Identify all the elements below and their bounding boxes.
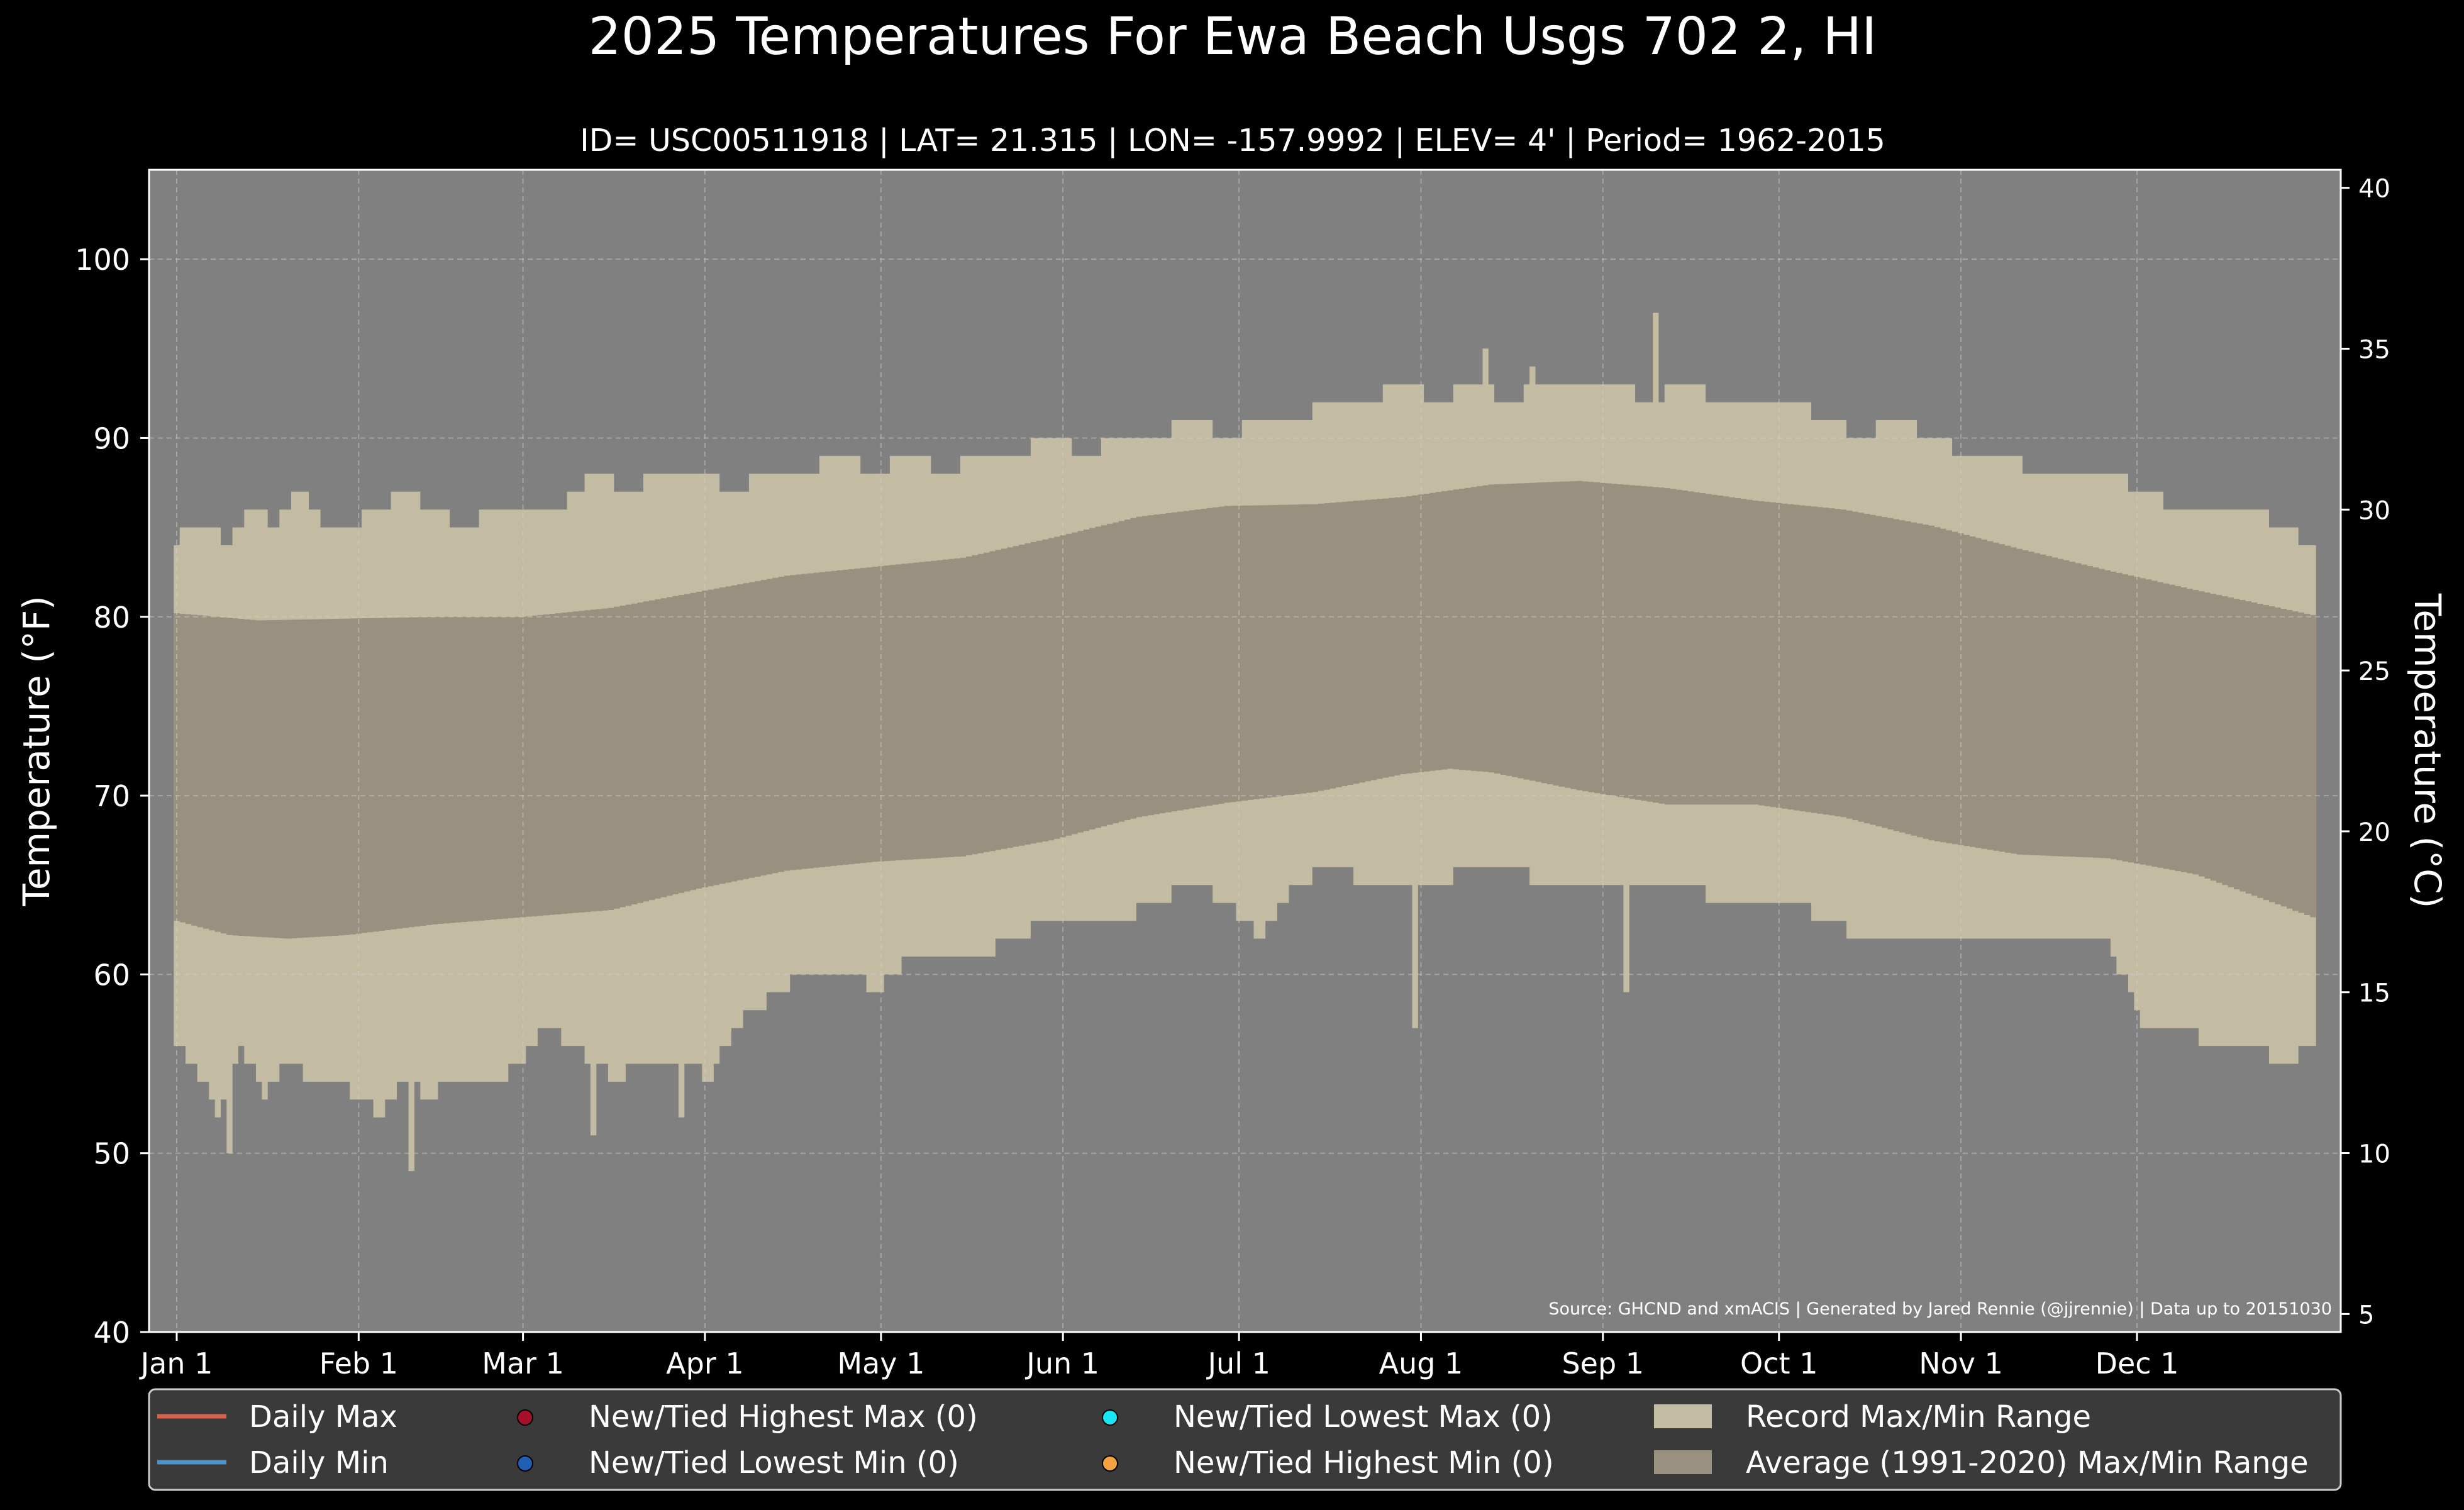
y-tick-label: 40 [93, 1316, 130, 1350]
average-range-area [174, 480, 2316, 939]
y-tick-label: 90 [93, 421, 130, 455]
y-axis-label-right: Temperature (°C) [2406, 593, 2449, 909]
legend-patch-swatch [1654, 1404, 1712, 1428]
legend-label: New/Tied Lowest Min (0) [589, 1445, 959, 1480]
legend-label: New/Tied Lowest Max (0) [1174, 1399, 1553, 1435]
x-tick-label: Nov 1 [1919, 1346, 2003, 1380]
y-tick-label: 100 [75, 243, 130, 277]
y-tick-label-right: 20 [2358, 818, 2390, 847]
chart-title: 2025 Temperatures For Ewa Beach Usgs 702… [589, 7, 1877, 67]
average-range-band [174, 480, 2316, 939]
y-axis-label: Temperature (°F) [15, 596, 58, 906]
x-tick-label: May 1 [837, 1346, 924, 1380]
x-tick-label: Feb 1 [319, 1346, 398, 1380]
legend-dot-swatch [1102, 1455, 1118, 1472]
legend-dot-swatch [1102, 1409, 1118, 1426]
x-tick-label: Jun 1 [1024, 1346, 1099, 1380]
legend-dot-swatch [517, 1455, 533, 1472]
legend-dot-swatch [517, 1409, 533, 1426]
x-tick-label: Sep 1 [1562, 1346, 1644, 1380]
legend-label: Daily Min [249, 1445, 389, 1480]
y-tick-label: 70 [93, 779, 130, 813]
axes: 40 50 60 70 80 90 100 5 10 15 20 25 30 35 40 Jan 1 Feb 1… [75, 175, 2390, 1380]
y-tick-label-right: 30 [2358, 496, 2390, 525]
x-tick-label: Oct 1 [1740, 1346, 1817, 1380]
source-note: Source: GHCND and xmACIS | Generated by … [1548, 1299, 2332, 1319]
plot-area: Source: GHCND and xmACIS | Generated by … [148, 169, 2342, 1333]
chart-subtitle: ID= USC00511918 | LAT= 21.315 | LON= -15… [580, 123, 1885, 158]
legend-label: New/Tied Highest Max (0) [589, 1399, 978, 1435]
y-tick-label-right: 35 [2358, 335, 2390, 364]
legend-label: Record Max/Min Range [1746, 1399, 2091, 1435]
legend-label: Average (1991-2020) Max/Min Range [1746, 1445, 2309, 1480]
x-tick-label: Mar 1 [482, 1346, 564, 1380]
x-tick-label: Jan 1 [139, 1346, 213, 1380]
y-tick-label-right: 10 [2358, 1140, 2390, 1169]
legend-patch-swatch [1654, 1450, 1712, 1474]
y-tick-label: 80 [93, 601, 130, 635]
legend-box [148, 1388, 2342, 1491]
grid-lines [149, 170, 2341, 1333]
legend-label: New/Tied Highest Min (0) [1174, 1445, 1554, 1480]
y-tick-label-right: 25 [2358, 657, 2390, 686]
y-tick-label-right: 40 [2358, 175, 2390, 204]
y-tick-label: 50 [93, 1137, 130, 1171]
legend: Daily Max Daily Min New/Tied Highest Max (… [148, 1388, 2342, 1491]
plot-frame [148, 169, 2342, 1333]
y-tick-label-right: 5 [2358, 1301, 2374, 1330]
x-tick-label: Apr 1 [666, 1346, 743, 1380]
y-tick-label-right: 15 [2358, 979, 2390, 1008]
legend-label: Daily Max [249, 1399, 397, 1435]
x-tick-label: Dec 1 [2095, 1346, 2179, 1380]
x-tick-label: Jul 1 [1206, 1346, 1270, 1380]
y-tick-label: 60 [93, 958, 130, 992]
x-tick-label: Aug 1 [1379, 1346, 1463, 1380]
